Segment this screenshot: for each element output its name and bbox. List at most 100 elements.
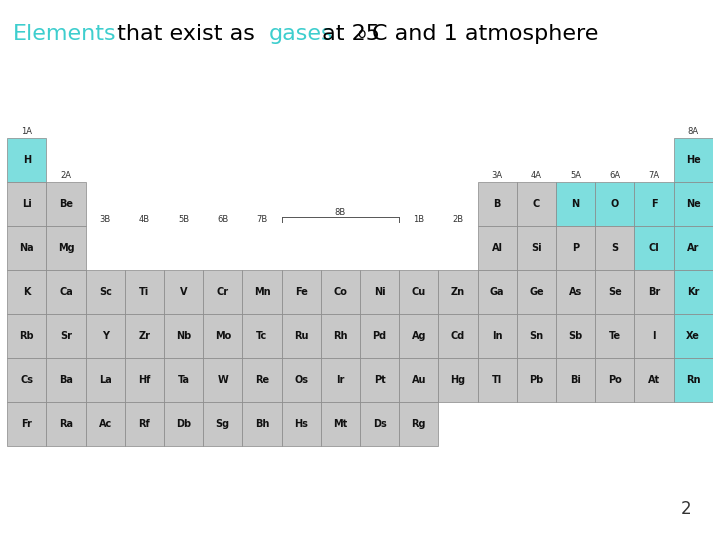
Text: Ni: Ni (374, 287, 385, 297)
Bar (674, 314, 713, 358)
Text: Si: Si (531, 243, 541, 253)
Text: As: As (569, 287, 582, 297)
Bar (360, 314, 399, 358)
Bar (243, 314, 282, 358)
Bar (595, 226, 634, 270)
Bar (477, 270, 517, 314)
Text: Tc: Tc (256, 331, 268, 341)
Bar (282, 358, 321, 402)
Bar (7, 402, 46, 447)
Text: C and 1 atmosphere: C and 1 atmosphere (372, 24, 598, 44)
Text: Ag: Ag (412, 331, 426, 341)
Bar (399, 270, 438, 314)
Bar (86, 314, 125, 358)
Bar (321, 358, 360, 402)
Text: Li: Li (22, 199, 32, 209)
Text: 1B: 1B (413, 215, 424, 224)
Bar (125, 314, 164, 358)
Bar (7, 181, 46, 226)
Bar (517, 181, 556, 226)
Bar (7, 314, 46, 358)
Text: Ra: Ra (59, 420, 73, 429)
Bar (282, 270, 321, 314)
Text: Cl: Cl (649, 243, 660, 253)
Text: Ir: Ir (336, 375, 345, 385)
Text: I: I (652, 331, 656, 341)
Text: Ga: Ga (490, 287, 505, 297)
Text: Bi: Bi (570, 375, 581, 385)
Text: Cd: Cd (451, 331, 465, 341)
Text: K: K (23, 287, 30, 297)
Bar (7, 270, 46, 314)
Text: Ba: Ba (59, 375, 73, 385)
Bar (438, 270, 477, 314)
Text: Os: Os (294, 375, 308, 385)
Bar (86, 402, 125, 447)
Text: Br: Br (648, 287, 660, 297)
Text: Co: Co (333, 287, 347, 297)
Bar (517, 226, 556, 270)
Text: 3B: 3B (99, 215, 111, 224)
Text: Se: Se (608, 287, 621, 297)
Bar (438, 314, 477, 358)
Text: at 25: at 25 (315, 24, 380, 44)
Text: P: P (572, 243, 579, 253)
Bar (243, 270, 282, 314)
Bar (477, 358, 517, 402)
Bar (556, 270, 595, 314)
Bar (595, 358, 634, 402)
Text: Hs: Hs (294, 420, 308, 429)
Text: Ca: Ca (59, 287, 73, 297)
Bar (634, 358, 674, 402)
Text: Rh: Rh (333, 331, 348, 341)
Text: Zr: Zr (138, 331, 150, 341)
Bar (282, 402, 321, 447)
Text: Ta: Ta (178, 375, 189, 385)
Bar (203, 358, 243, 402)
Bar (477, 181, 517, 226)
Bar (203, 402, 243, 447)
Text: Ti: Ti (139, 287, 150, 297)
Text: Zn: Zn (451, 287, 465, 297)
Text: 6A: 6A (609, 171, 621, 180)
Text: 4B: 4B (139, 215, 150, 224)
Text: Pt: Pt (374, 375, 385, 385)
Bar (243, 402, 282, 447)
Text: 8A: 8A (688, 127, 699, 136)
Bar (86, 358, 125, 402)
Bar (595, 270, 634, 314)
Bar (399, 314, 438, 358)
Bar (556, 181, 595, 226)
Bar (556, 226, 595, 270)
Text: C: C (533, 199, 540, 209)
Bar (243, 358, 282, 402)
Bar (7, 358, 46, 402)
Bar (125, 270, 164, 314)
Text: Nb: Nb (176, 331, 192, 341)
Text: Ar: Ar (687, 243, 699, 253)
Bar (399, 402, 438, 447)
Bar (477, 314, 517, 358)
Bar (46, 402, 86, 447)
Text: O: O (611, 199, 619, 209)
Text: 7A: 7A (649, 171, 660, 180)
Bar (517, 314, 556, 358)
Bar (517, 270, 556, 314)
Bar (86, 270, 125, 314)
Text: Fr: Fr (22, 420, 32, 429)
Bar (7, 138, 46, 181)
Text: 7B: 7B (256, 215, 268, 224)
Text: Mn: Mn (253, 287, 270, 297)
Text: Hf: Hf (138, 375, 150, 385)
Text: At: At (648, 375, 660, 385)
Bar (674, 138, 713, 181)
Text: Au: Au (412, 375, 426, 385)
Bar (164, 270, 203, 314)
Text: Sg: Sg (216, 420, 230, 429)
Text: H: H (23, 154, 31, 165)
Text: La: La (99, 375, 112, 385)
Text: Rb: Rb (19, 331, 34, 341)
Bar (7, 226, 46, 270)
Text: N: N (572, 199, 580, 209)
Text: 1A: 1A (22, 127, 32, 136)
